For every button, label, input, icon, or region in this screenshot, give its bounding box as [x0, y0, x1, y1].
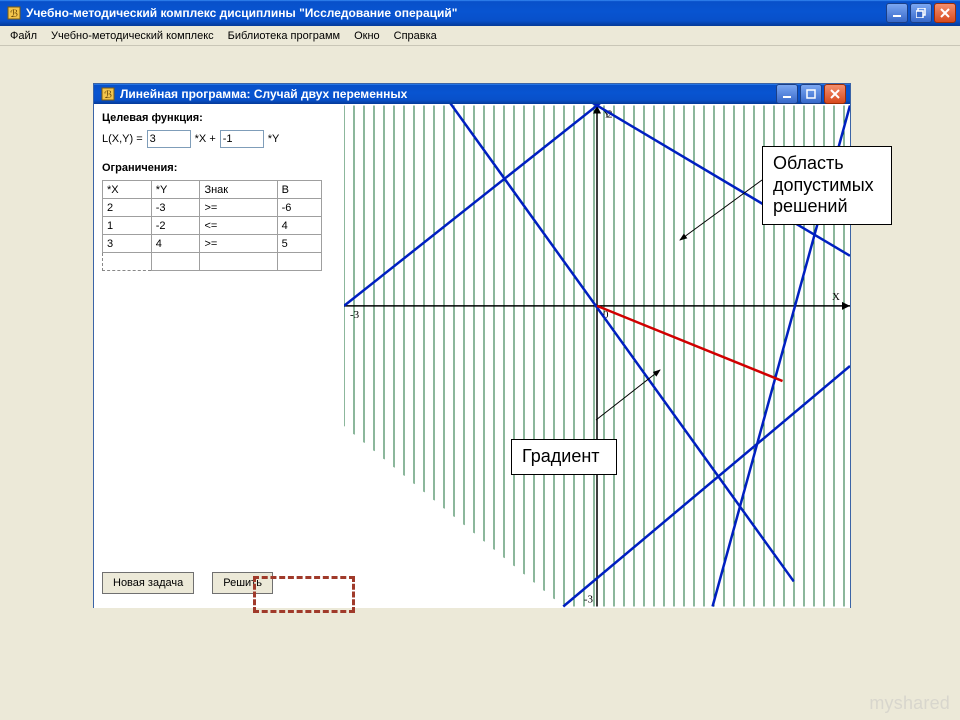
- child-close-button[interactable]: [824, 84, 846, 104]
- app-icon: ℬ: [6, 5, 22, 21]
- menu-library[interactable]: Библиотека программ: [222, 28, 346, 44]
- col-x: *X: [103, 181, 152, 199]
- coef-y-input[interactable]: [220, 130, 264, 148]
- svg-text:ℬ: ℬ: [10, 9, 18, 20]
- child-icon: ℬ: [100, 86, 116, 102]
- menu-file[interactable]: Файл: [4, 28, 43, 44]
- child-minimize-button[interactable]: [776, 84, 798, 104]
- child-maximize-button[interactable]: [800, 84, 822, 104]
- child-titlebar: ℬ Линейная программа: Случай двух переме…: [94, 84, 850, 104]
- table-row: 1-2<=4: [103, 217, 322, 235]
- objective-label: Целевая функция:: [102, 112, 336, 124]
- outer-titlebar: ℬ Учебно-методический комплекс дисциплин…: [0, 0, 960, 26]
- outer-window: ℬ Учебно-методический комплекс дисциплин…: [0, 0, 960, 720]
- table-row: 2-3>=-6: [103, 199, 322, 217]
- outer-close-button[interactable]: [934, 3, 956, 23]
- col-y: *Y: [151, 181, 200, 199]
- table-header-row: *X *Y Знак B: [103, 181, 322, 199]
- coef-x-input[interactable]: [147, 130, 191, 148]
- solve-button[interactable]: Решить: [212, 572, 273, 594]
- col-b: B: [277, 181, 321, 199]
- menu-umk[interactable]: Учебно-методический комплекс: [45, 28, 220, 44]
- workspace: ℬ Линейная программа: Случай двух переме…: [0, 46, 960, 720]
- callout-gradient: Градиент: [511, 439, 617, 475]
- new-task-button[interactable]: Новая задача: [102, 572, 194, 594]
- table-row-empty: [103, 253, 322, 271]
- child-title: Линейная программа: Случай двух переменн…: [120, 87, 776, 101]
- callout-feasible-region: Областьдопустимыхрешений: [762, 146, 892, 225]
- left-panel: Целевая функция: L(X,Y) = *X + *Y Ограни…: [94, 104, 344, 608]
- col-sign: Знак: [200, 181, 277, 199]
- menu-bar: Файл Учебно-методический комплекс Библио…: [0, 26, 960, 46]
- objective-row: L(X,Y) = *X + *Y: [102, 130, 336, 148]
- svg-text:X: X: [832, 291, 840, 303]
- outer-minimize-button[interactable]: [886, 3, 908, 23]
- svg-text:ℬ: ℬ: [104, 90, 112, 101]
- svg-text:-3: -3: [350, 309, 360, 321]
- objective-suffix: *Y: [268, 133, 280, 145]
- menu-help[interactable]: Справка: [388, 28, 443, 44]
- outer-title: Учебно-методический комплекс дисциплины …: [26, 6, 886, 20]
- svg-text:-3: -3: [584, 594, 594, 606]
- menu-window[interactable]: Окно: [348, 28, 386, 44]
- objective-mid: *X +: [195, 133, 216, 145]
- constraints-label: Ограничения:: [102, 162, 336, 174]
- constraints-table[interactable]: *X *Y Знак B 2-3>=-6 1-2<=4 34>=5: [102, 180, 322, 271]
- objective-prefix: L(X,Y) =: [102, 133, 143, 145]
- child-window: ℬ Линейная программа: Случай двух переме…: [93, 83, 851, 608]
- outer-restore-button[interactable]: [910, 3, 932, 23]
- table-row: 34>=5: [103, 235, 322, 253]
- watermark: myshared: [869, 693, 950, 714]
